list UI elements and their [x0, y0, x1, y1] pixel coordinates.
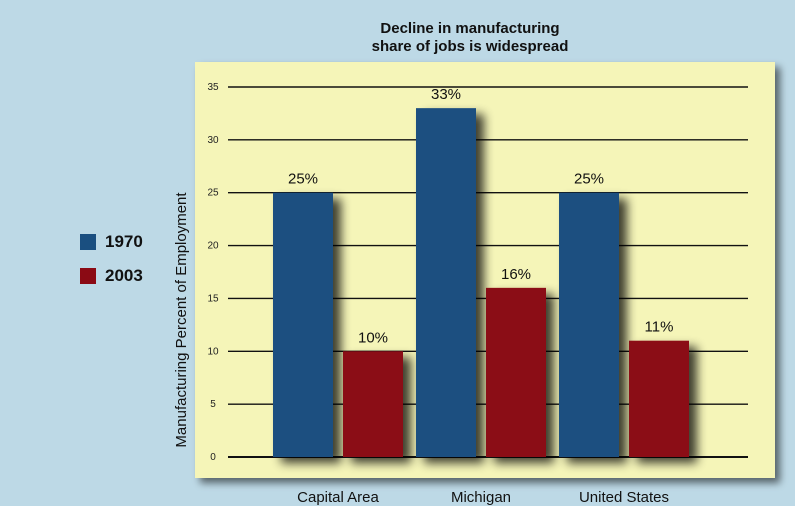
- data-label-2003-1: 16%: [501, 266, 531, 283]
- legend-item-1970: 1970: [80, 232, 143, 252]
- data-label-1970-1: 33%: [431, 86, 461, 103]
- y-axis-label: Manufacturing Percent of Employment: [173, 192, 190, 448]
- bar-2003-1: [486, 287, 546, 457]
- y-tick-label-5: 5: [210, 399, 216, 410]
- legend-swatch-1970: [80, 234, 96, 250]
- y-tick-label-35: 35: [207, 82, 219, 93]
- chart-title: Decline in manufacturing share of jobs is…: [372, 20, 569, 55]
- x-category-label-1: Michigan: [451, 489, 511, 506]
- x-category-label-2: United States: [579, 489, 669, 506]
- bar-1970-1: [416, 108, 476, 458]
- y-tick-label-30: 30: [207, 135, 219, 146]
- data-label-2003-2: 11%: [645, 319, 674, 336]
- bar-1970-0: [273, 192, 333, 457]
- bar-2003-0: [343, 351, 403, 457]
- legend-label-1970: 1970: [105, 232, 143, 251]
- bar-2003-2: [629, 340, 689, 457]
- y-tick-label-25: 25: [207, 188, 219, 199]
- legend: 1970 2003: [80, 232, 143, 300]
- data-label-2003-0: 10%: [358, 329, 388, 346]
- data-label-1970-0: 25%: [288, 171, 318, 188]
- legend-item-2003: 2003: [80, 266, 143, 286]
- y-tick-label-15: 15: [207, 293, 219, 304]
- bar-1970-2: [559, 192, 619, 457]
- x-category-label-0: Capital Area: [297, 489, 379, 506]
- data-label-1970-2: 25%: [574, 171, 604, 188]
- y-tick-label-10: 10: [207, 346, 219, 357]
- y-tick-label-0: 0: [210, 452, 216, 463]
- legend-label-2003: 2003: [105, 266, 143, 285]
- y-tick-label-20: 20: [207, 241, 219, 252]
- legend-swatch-2003: [80, 268, 96, 284]
